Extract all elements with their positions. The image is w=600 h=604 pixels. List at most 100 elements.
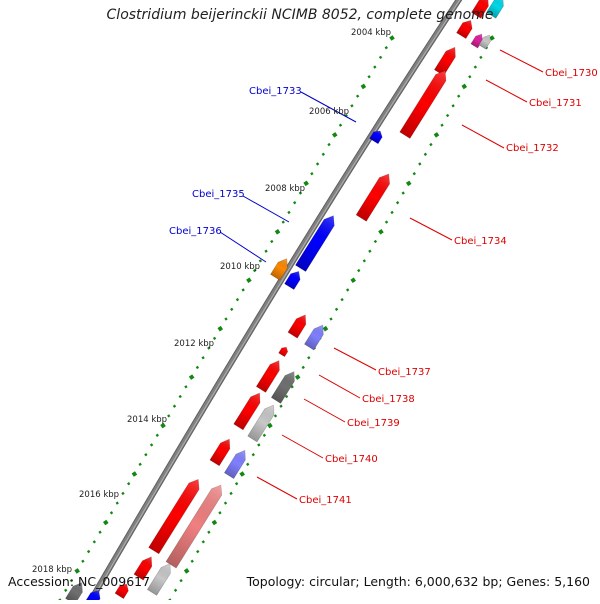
gene-label-right: Cbei_1737 [378, 367, 431, 378]
tick-dot-left [184, 385, 188, 389]
tick-dot-left [64, 588, 68, 592]
tick-dot-left [188, 374, 195, 380]
leader-line [303, 398, 346, 423]
gene-1733-shade [369, 130, 383, 144]
tick-dot-right [329, 317, 333, 321]
gene-1738-shade [278, 347, 288, 357]
tick-dot-right [451, 104, 455, 108]
gene-label-right: Cbei_1738 [362, 394, 415, 405]
tick-dot-right [433, 132, 440, 138]
tick-dot-left [144, 452, 148, 457]
leader-line [485, 79, 528, 103]
tick-dot-left [195, 365, 200, 370]
gene-1736-shade [284, 271, 301, 290]
tick-dot-right [418, 162, 422, 166]
tick-dot-left [338, 123, 343, 127]
tick-dot-right [362, 259, 366, 263]
gene-1730c [478, 34, 491, 50]
leader-line [318, 374, 361, 399]
tick-dot-left [86, 549, 91, 554]
gene-1729-shade [471, 0, 489, 19]
gene-label-right: Cbei_1731 [529, 98, 582, 109]
leader-line [499, 49, 544, 73]
tick-dot-left [246, 277, 252, 284]
gene-1737a-shade [287, 314, 306, 339]
tick-dot-left [115, 501, 119, 505]
tick-dot-left [127, 482, 131, 486]
gene-1745 [146, 563, 171, 596]
leader-line [333, 347, 377, 371]
tick-dot-left [310, 171, 314, 176]
tick-dot-right [301, 365, 305, 370]
tick-dot-left [270, 239, 274, 244]
tick-dot-left [321, 152, 325, 156]
tick-dot-right [201, 540, 205, 544]
tick-dot-right [468, 75, 472, 79]
gene-1734-shade [356, 173, 390, 222]
tick-dot-right [429, 142, 433, 147]
tick-dot-left [281, 220, 285, 224]
gene-1742-shade [148, 479, 200, 554]
tick-dot-right [357, 268, 361, 273]
tick-dot-left [384, 46, 388, 50]
backbone-highlight [89, 0, 461, 604]
gene-1729 [471, 0, 489, 19]
tick-dot-left [252, 268, 257, 273]
tick-label: 2016 kbp [79, 490, 119, 500]
tick-dot-left [367, 75, 371, 79]
tick-dot-right [423, 152, 428, 156]
tick-dot-left [138, 462, 142, 467]
tick-dot-right [401, 191, 405, 195]
gene-1739b-shade [271, 371, 295, 404]
tick-dot-left [389, 35, 395, 41]
gene-1731 [433, 46, 456, 77]
gene-1744-shade [133, 556, 152, 581]
gene-cyan-top [486, 0, 504, 19]
leader-line [256, 476, 298, 500]
gene-1738 [278, 346, 289, 358]
tick-dot-right [234, 482, 239, 486]
gene-1730c-shade [478, 35, 491, 50]
tick-dot-right [384, 220, 389, 224]
gene-label-right: Cbei_1740 [325, 454, 378, 465]
topology-summary: Topology: circular; Length: 6,000,632 bp… [246, 574, 590, 589]
tick-dot-right [262, 433, 267, 437]
tick-dot-left [167, 414, 171, 418]
tick-dot-right [239, 471, 245, 477]
tick-dot-left [212, 336, 217, 341]
tick-label: 2008 kbp [265, 184, 305, 194]
gene-label-right: Cbei_1732 [506, 143, 559, 154]
tick-dot-left [315, 162, 320, 166]
tick-dot-right [340, 297, 344, 302]
gene-label-right: Cbei_1730 [545, 68, 598, 79]
tick-dot-left [103, 519, 109, 526]
tick-dot-left [241, 288, 245, 292]
gene-1741b-shade [224, 450, 246, 479]
gene-orange-shade [270, 258, 288, 281]
tick-label: 2014 kbp [127, 415, 167, 425]
tick-label: 2012 kbp [174, 339, 214, 349]
tick-dot-left [298, 191, 303, 195]
tick-dot-right [457, 94, 461, 98]
tick-dot-left [92, 540, 97, 544]
tick-dot-right [390, 210, 394, 215]
tick-dot-right [412, 171, 416, 176]
gene-1740a [233, 392, 261, 431]
gene-1741b [223, 449, 246, 480]
tick-dot-right [207, 530, 211, 534]
tick-dot-left [274, 229, 281, 235]
gene-1736 [284, 270, 301, 290]
tick-dot-left [235, 297, 240, 302]
accession-text: Accession: NC_009617 [8, 574, 151, 589]
tick-dot-right [445, 113, 450, 118]
tick-dot-left [201, 356, 205, 360]
tick-dot-left [178, 394, 182, 399]
leader-line [242, 195, 290, 223]
leader-line [300, 91, 357, 123]
gene-label-right: Cbei_1734 [454, 236, 507, 247]
tick-dot-left [207, 346, 211, 350]
gene-1742 [148, 478, 200, 555]
tick-dot-right [211, 519, 218, 526]
tick-dot-right [284, 394, 289, 399]
tick-label: 2018 kbp [32, 565, 72, 575]
